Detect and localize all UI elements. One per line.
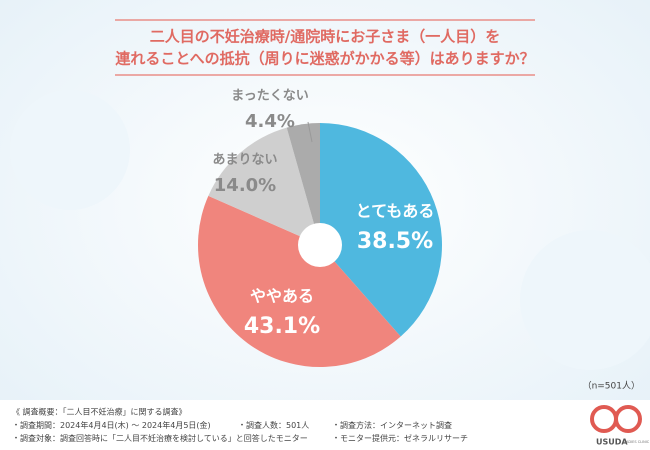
chart-title: 二人目の不妊治療時/通院時にお子さま（一人目）を (150, 28, 500, 46)
slice-label: あまりない (212, 153, 277, 168)
bokeh (10, 90, 130, 210)
bokeh (520, 230, 650, 370)
value-label: 14.0% (214, 175, 276, 196)
pie-slice (198, 195, 401, 368)
pie-hole (298, 223, 342, 267)
logo-mark (614, 405, 642, 433)
leader-line (307, 121, 313, 143)
value-label: 4.4% (245, 111, 295, 132)
value-label: 38.5% (357, 229, 433, 254)
footer-item: ・調査対象：調査回答時に「二人目不妊治療を検討している」と回答したモニター (12, 433, 308, 443)
footer-heading: 《 調査概要：「二人目不妊治療」に関する調査》 (12, 407, 187, 417)
slice-label: とてもある (356, 202, 435, 221)
footer-item: ・調査期間：2024年4月4日(木) ～ 2024年4月5日(金) (12, 420, 211, 430)
chart-title: 連れることへの抵抗（周りに迷惑がかかる等）はありますか？ (115, 50, 534, 68)
slice-label: ややある (250, 287, 314, 306)
logo-subtitle: LADIES CLINIC (624, 440, 650, 444)
value-label: 43.1% (244, 314, 320, 339)
footer-item: ・モニター提供元：ゼネラルリサーチ (332, 433, 468, 443)
logo-name: USUDA (596, 438, 628, 447)
logo: USUDA LADIES CLINIC (590, 405, 650, 447)
pie: とてもある 38.5% ややある 43.1% あまりない 14.0% まったくない 4.4% (198, 89, 442, 368)
footer-bg (0, 400, 650, 450)
pie-slice (320, 123, 442, 337)
footer-item: ・調査方法：インターネット調査 (332, 420, 452, 430)
pie-slice (208, 127, 320, 245)
slice-label: まったくない (231, 89, 308, 104)
pie-slice (286, 123, 320, 245)
note: （n=501人） (583, 381, 640, 392)
footer-item: ・調査人数：501人 (238, 420, 309, 430)
